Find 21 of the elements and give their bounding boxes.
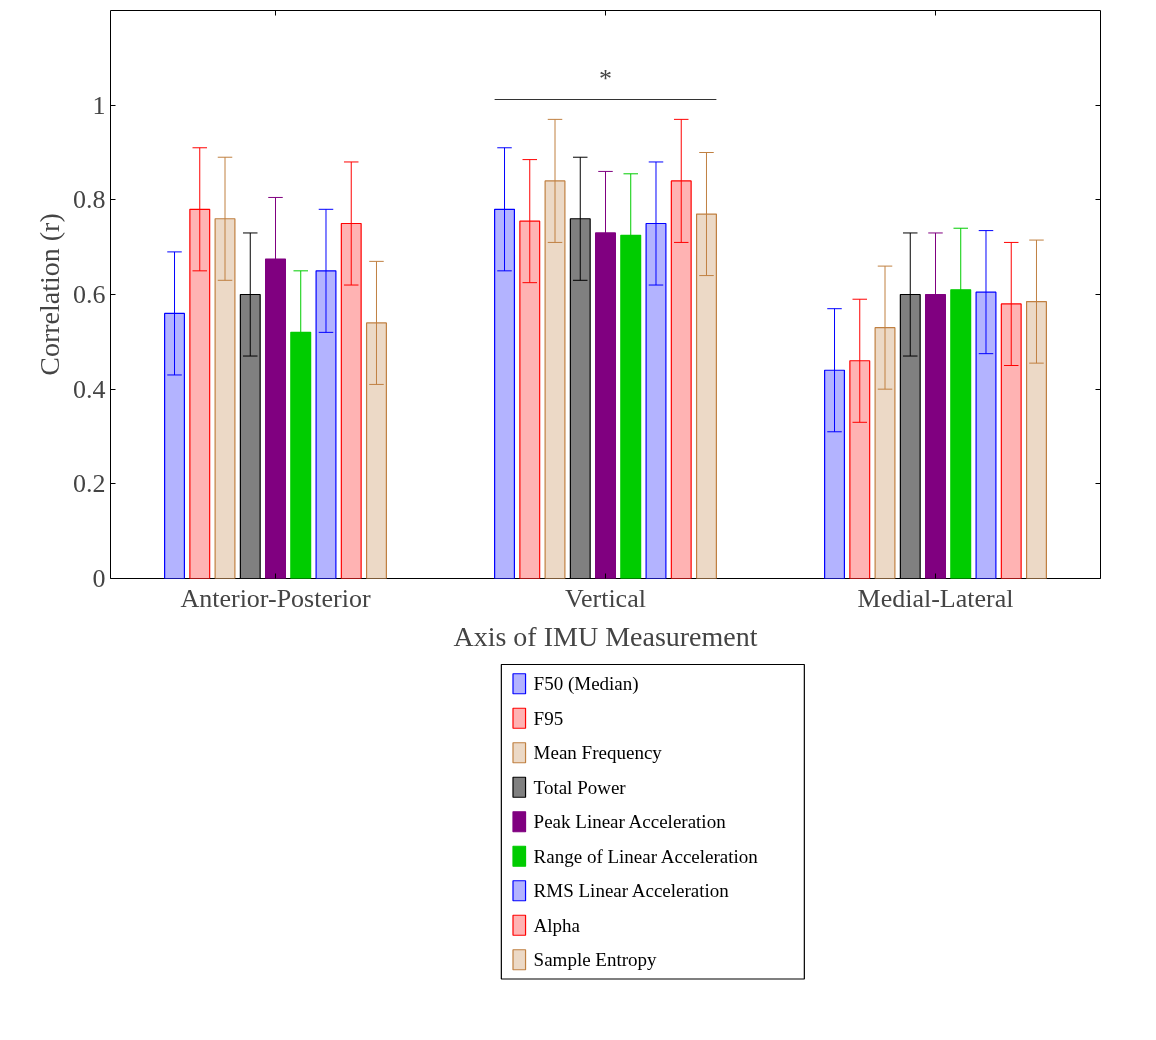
legend-label: F95 — [533, 707, 564, 729]
legend-label: Mean Frequency — [533, 742, 663, 764]
legend-label: Alpha — [533, 914, 581, 936]
y-tick-label: 0 — [92, 564, 106, 593]
y-tick-label: 0.8 — [73, 185, 106, 215]
legend-label: Peak Linear Acceleration — [533, 811, 727, 833]
y-axis-title: Correlation (r) — [34, 213, 65, 376]
legend-label: Sample Entropy — [533, 949, 658, 971]
legend-label: F50 (Median) — [533, 673, 639, 696]
y-tick-label: 0.6 — [73, 280, 106, 309]
x-tick-label: Anterior-Posterior — [180, 583, 371, 613]
legend-label: Range of Linear Acceleration — [533, 845, 759, 867]
x-axis-title: Axis of IMU Measurement — [453, 620, 758, 652]
y-tick-label: 1 — [92, 90, 106, 120]
annotation: * — [599, 64, 612, 94]
x-tick-label: Medial-Lateral — [857, 583, 1014, 613]
legend-label: Total Power — [533, 776, 627, 798]
y-tick-label: 0.2 — [73, 469, 106, 499]
y-tick-label: 0.4 — [73, 374, 106, 404]
x-tick-label: Vertical — [565, 583, 646, 613]
legend-label: RMS Linear Acceleration — [533, 880, 730, 902]
